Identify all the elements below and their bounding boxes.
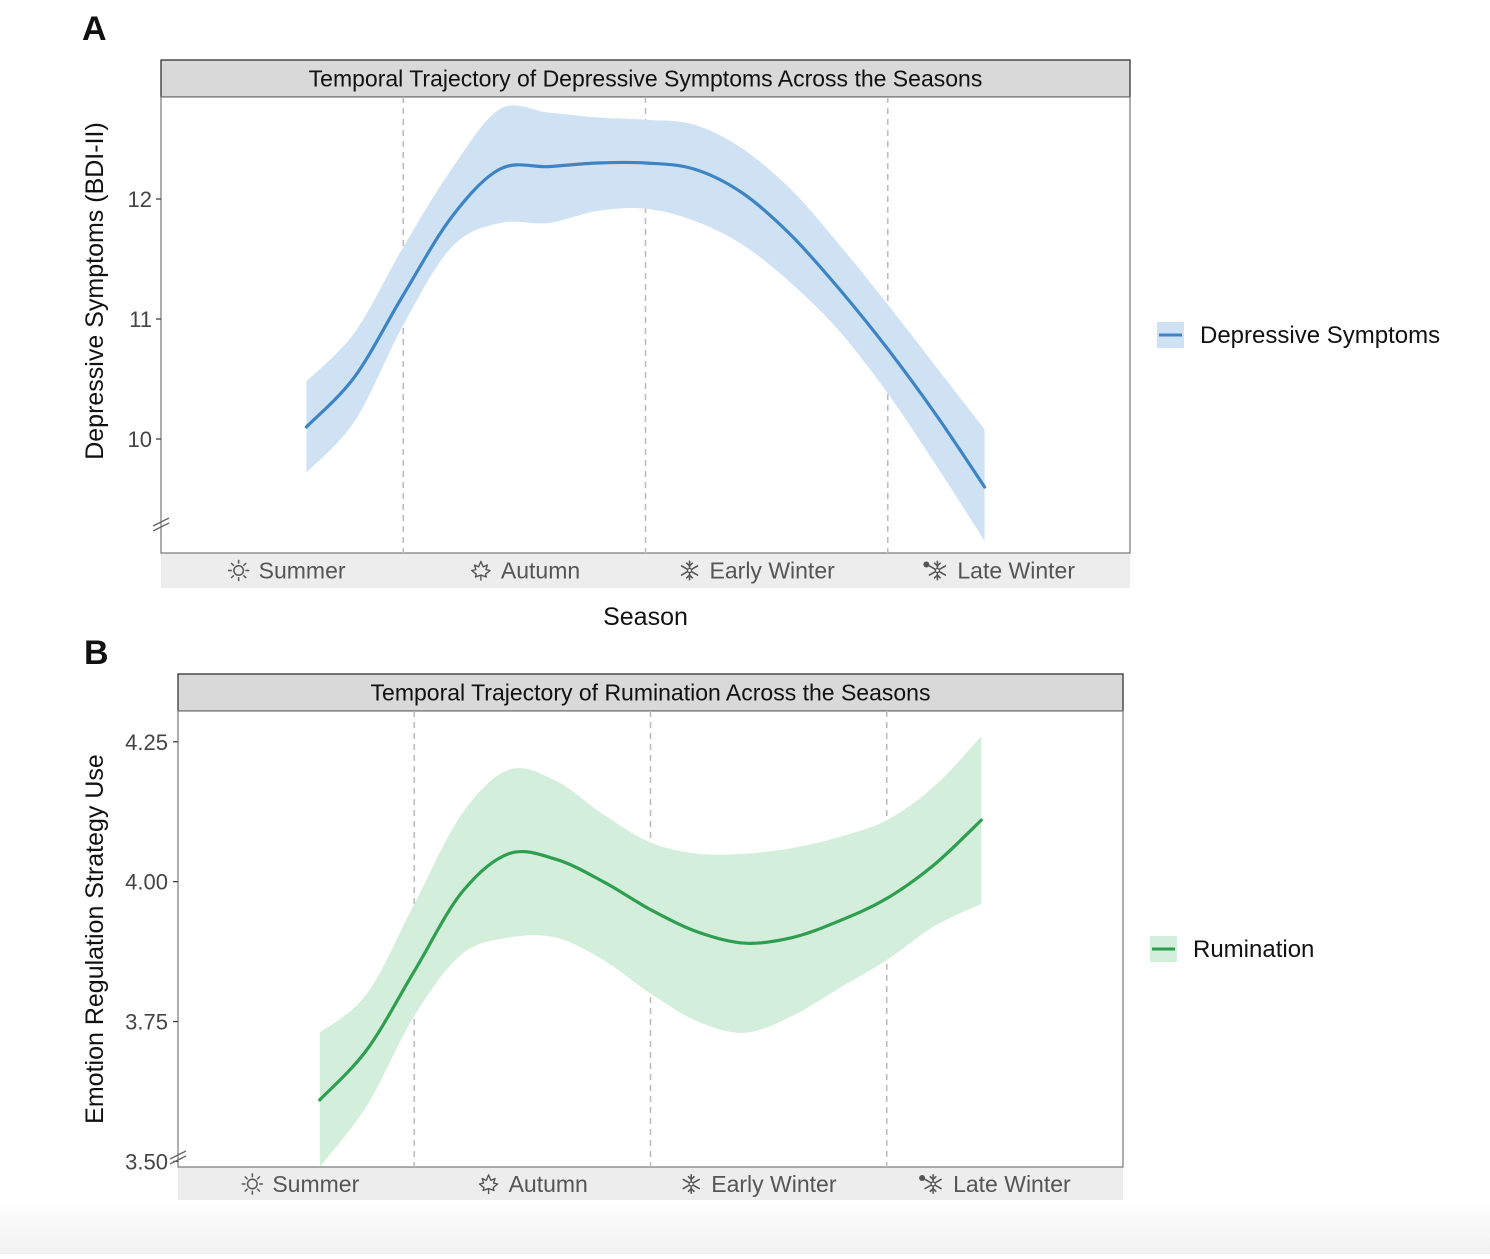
legend-label: Rumination bbox=[1193, 936, 1314, 963]
chart-title: Temporal Trajectory of Rumination Across… bbox=[371, 680, 931, 706]
x-category-strip bbox=[178, 1167, 1123, 1201]
snow-and-snowflake-icon bbox=[919, 1174, 942, 1194]
panel-letter: B bbox=[84, 634, 109, 672]
axis-break bbox=[152, 517, 170, 527]
y-tick-label: 4.00 bbox=[125, 870, 168, 895]
y-axis-label: Emotion Regulation Strategy Use bbox=[81, 754, 109, 1124]
y-axis-label: Depressive Symptoms (BDI-II) bbox=[81, 122, 109, 460]
title-strip bbox=[160, 59, 1131, 98]
x-category-label: Late Winter bbox=[953, 1171, 1071, 1197]
x-axis-label: Season bbox=[603, 603, 688, 631]
x-category-label: Summer bbox=[259, 558, 346, 584]
y-tick-label: 4.25 bbox=[125, 730, 168, 755]
legend-item: Depressive Symptoms bbox=[1157, 322, 1440, 349]
snow-dot bbox=[923, 561, 930, 568]
series-line bbox=[304, 160, 987, 489]
x-category-strip bbox=[161, 553, 1130, 588]
axis-break bbox=[152, 522, 170, 532]
legend-label: Depressive Symptoms bbox=[1200, 322, 1440, 349]
x-category-label: Autumn bbox=[501, 558, 580, 584]
y-tick-label: 12 bbox=[128, 187, 152, 212]
confidence-band bbox=[319, 736, 982, 1167]
bottom-fade bbox=[0, 1200, 1490, 1254]
chart-title: Temporal Trajectory of Depressive Sympto… bbox=[309, 66, 983, 92]
x-category-label: Summer bbox=[272, 1171, 359, 1197]
snow-dot bbox=[919, 1175, 926, 1181]
x-category-label: Late Winter bbox=[957, 558, 1075, 584]
x-category-label: Autumn bbox=[509, 1171, 588, 1197]
axis-break bbox=[169, 1155, 187, 1165]
series-line bbox=[318, 818, 983, 1102]
axis-break bbox=[169, 1150, 187, 1160]
x-category-label: Early Winter bbox=[710, 558, 836, 584]
confidence-band bbox=[306, 105, 985, 541]
y-tick-label: 3.75 bbox=[125, 1010, 168, 1035]
legend-item: Rumination bbox=[1150, 936, 1314, 963]
x-category-label: Early Winter bbox=[711, 1171, 837, 1197]
y-tick-label: 11 bbox=[129, 307, 152, 332]
chart-panel-a: A Temporal Trajectory of Depressive Sympt… bbox=[81, 10, 1440, 631]
y-tick-label: 10 bbox=[128, 427, 152, 452]
panel-letter: A bbox=[82, 10, 107, 48]
y-tick-label: 3.50 bbox=[125, 1149, 168, 1174]
chart-panel-b: B Temporal Trajectory of Rumination Acros… bbox=[81, 634, 1314, 1246]
snow-and-snowflake-icon bbox=[923, 560, 947, 581]
